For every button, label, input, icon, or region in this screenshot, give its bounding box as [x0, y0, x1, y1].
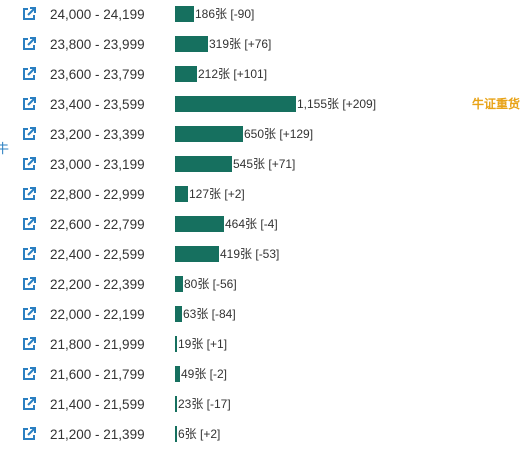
range-label: 21,400 - 21,599 — [50, 397, 145, 412]
bar-row: 22,000 - 22,199 63张 [-84] — [0, 300, 527, 330]
bar-value-label: 23张 [-17] — [178, 397, 231, 411]
bar-row: 22,800 - 22,999 127张 [+2] — [0, 180, 527, 210]
bar-row: 23,400 - 23,599 1,155张 [+209] — [0, 90, 527, 120]
external-link-icon[interactable] — [22, 157, 36, 171]
bar — [175, 336, 177, 352]
bar-row: 21,200 - 21,399 6张 [+2] — [0, 420, 527, 450]
external-link-icon[interactable] — [22, 67, 36, 81]
bar-row: 21,400 - 21,599 23张 [-17] — [0, 390, 527, 420]
bar-row: 22,600 - 22,799 464张 [-4] — [0, 210, 527, 240]
external-link-icon[interactable] — [22, 187, 36, 201]
range-label: 22,600 - 22,799 — [50, 217, 145, 232]
bar-row: 23,600 - 23,799 212张 [+101] — [0, 60, 527, 90]
edge-glyph: 牛 — [0, 141, 10, 156]
bar-row: 22,400 - 22,599 419张 [-53] — [0, 240, 527, 270]
external-link-icon[interactable] — [22, 7, 36, 21]
bar — [175, 36, 208, 52]
bar — [175, 246, 219, 262]
range-label: 23,600 - 23,799 — [50, 67, 145, 82]
bar-row: 23,800 - 23,999 319张 [+76] — [0, 30, 527, 60]
bar-value-label: 6张 [+2] — [178, 427, 221, 441]
bar — [175, 276, 183, 292]
bar — [175, 156, 232, 172]
bar-value-label: 19张 [+1] — [178, 337, 228, 351]
bar-value-label: 80张 [-56] — [184, 277, 237, 291]
bar-value-label: 419张 [-53] — [220, 247, 280, 261]
range-label: 23,000 - 23,199 — [50, 157, 145, 172]
bar — [175, 96, 296, 112]
external-link-icon[interactable] — [22, 337, 36, 351]
external-link-icon[interactable] — [22, 97, 36, 111]
bar-value-label: 319张 [+76] — [209, 37, 272, 51]
range-label: 22,000 - 22,199 — [50, 307, 145, 322]
bar-value-label: 464张 [-4] — [225, 217, 278, 231]
bar-value-label: 650张 [+129] — [244, 127, 314, 141]
range-label: 23,800 - 23,999 — [50, 37, 145, 52]
side-tag-link[interactable]: 牛证重货 — [472, 97, 521, 111]
bar-value-label: 186张 [-90] — [195, 7, 255, 21]
bar — [175, 6, 194, 22]
bar-value-label: 545张 [+71] — [233, 157, 296, 171]
bar-row: 22,200 - 22,399 80张 [-56] — [0, 270, 527, 300]
range-label: 23,400 - 23,599 — [50, 97, 145, 112]
range-label: 24,000 - 24,199 — [50, 7, 145, 22]
range-label: 22,400 - 22,599 — [50, 247, 145, 262]
bar-row: 23,200 - 23,399 650张 [+129] — [0, 120, 527, 150]
bar — [175, 306, 182, 322]
bar-value-label: 1,155张 [+209] — [297, 97, 377, 111]
bar-row: 21,600 - 21,799 49张 [-2] — [0, 360, 527, 390]
external-link-icon[interactable] — [22, 277, 36, 291]
bar — [175, 396, 177, 412]
range-label: 22,200 - 22,399 — [50, 277, 145, 292]
external-link-icon[interactable] — [22, 217, 36, 231]
bar — [175, 186, 188, 202]
bar — [175, 366, 180, 382]
bar — [175, 126, 243, 142]
external-link-icon[interactable] — [22, 127, 36, 141]
range-label: 21,200 - 21,399 — [50, 427, 145, 442]
external-link-icon[interactable] — [22, 397, 36, 411]
external-link-icon[interactable] — [22, 427, 36, 441]
bar-value-label: 49张 [-2] — [181, 367, 228, 381]
external-link-icon[interactable] — [22, 367, 36, 381]
bar — [175, 216, 224, 232]
external-link-icon[interactable] — [22, 247, 36, 261]
bar-row: 21,800 - 21,999 19张 [+1] — [0, 330, 527, 360]
bar-value-label: 127张 [+2] — [189, 187, 245, 201]
bar-row: 24,000 - 24,199 186张 [-90] — [0, 0, 527, 30]
bar-value-label: 63张 [-84] — [183, 307, 236, 321]
external-link-icon[interactable] — [22, 37, 36, 51]
bar-value-label: 212张 [+101] — [198, 67, 268, 81]
bar-row: 23,000 - 23,199 545张 [+71] — [0, 150, 527, 180]
range-label: 22,800 - 22,999 — [50, 187, 145, 202]
range-label: 21,800 - 21,999 — [50, 337, 145, 352]
external-link-icon[interactable] — [22, 307, 36, 321]
range-label: 23,200 - 23,399 — [50, 127, 145, 142]
bar — [175, 66, 197, 82]
range-label: 21,600 - 21,799 — [50, 367, 145, 382]
bar — [175, 426, 177, 442]
